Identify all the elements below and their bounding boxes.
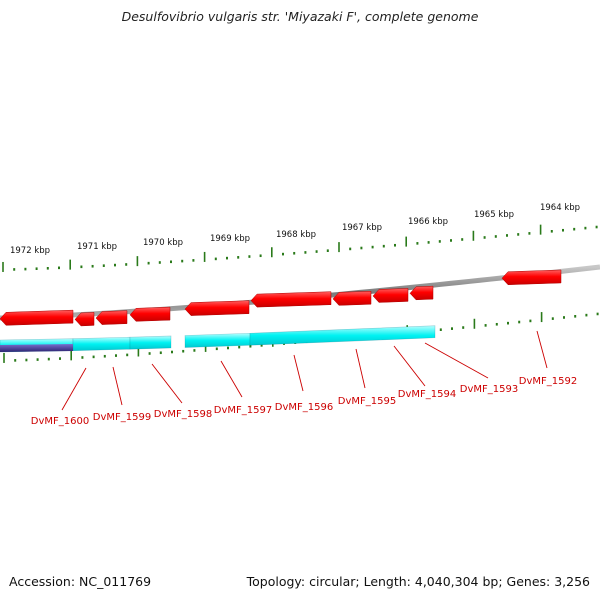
gene-label-dvmf-1595: DvMF_1595 [338, 396, 396, 407]
scale-label: 1969 kbp [210, 234, 250, 244]
reverse-gene-arrow [501, 269, 562, 285]
forward-gene-block [184, 332, 251, 348]
scale-label-layer: 1972 kbp 1971 kbp 1970 kbp 1969 kbp 1968 kbp… [10, 203, 580, 256]
reverse-gene-arrow [184, 300, 250, 316]
gene-leader-line [151, 363, 183, 404]
gene-label-dvmf-1594: DvMF_1594 [398, 389, 456, 400]
gene-leader-line [61, 367, 87, 411]
gene-label-dvmf-1593: DvMF_1593 [460, 384, 518, 395]
gene-leader-line [293, 354, 304, 392]
reverse-gene-arrow [250, 291, 332, 308]
contig-bar [0, 344, 73, 352]
genome-info-text: Topology: circular; Length: 4,040,304 bp… [246, 574, 590, 589]
reverse-gene-arrow [409, 285, 434, 301]
gene-leader-line [220, 360, 243, 398]
scale-label: 1971 kbp [77, 242, 117, 252]
gene-label-dvmf-1596: DvMF_1596 [275, 402, 333, 413]
reverse-gene-arrow [129, 306, 171, 322]
gene-leader-line [536, 330, 548, 369]
gene-leader-line [355, 348, 366, 389]
forward-gene-block [72, 336, 131, 352]
gene-layer [0, 269, 562, 353]
gene-leader-line [112, 366, 123, 406]
forward-gene-block [249, 325, 436, 346]
gene-label-dvmf-1599: DvMF_1599 [93, 412, 151, 423]
scale-label: 1965 kbp [474, 210, 514, 220]
gene-leader-line [393, 345, 426, 387]
gene-label-dvmf-1600: DvMF_1600 [31, 416, 89, 427]
scale-label: 1964 kbp [540, 203, 580, 213]
map-title: Desulfovibrio vulgaris str. 'Miyazaki F'… [121, 9, 479, 24]
scale-label: 1972 kbp [10, 246, 50, 256]
scale-label: 1966 kbp [408, 217, 448, 227]
scale-label: 1968 kbp [276, 230, 316, 240]
forward-gene-block [129, 335, 172, 350]
gene-label-layer: DvMF_1600 DvMF_1599 DvMF_1598 DvMF_1597 DvMF… [31, 330, 577, 427]
accession-text: Accession: NC_011769 [9, 574, 152, 589]
scale-label: 1970 kbp [143, 238, 183, 248]
reverse-gene-arrow [74, 312, 95, 327]
gene-leader-line [424, 342, 489, 379]
reverse-gene-arrow [332, 290, 372, 306]
gene-label-dvmf-1592: DvMF_1592 [519, 376, 577, 387]
reverse-gene-arrow [372, 288, 409, 303]
scale-label: 1967 kbp [342, 223, 382, 233]
gene-label-dvmf-1597: DvMF_1597 [214, 405, 272, 416]
reverse-gene-arrow [0, 309, 74, 326]
reverse-gene-arrow [95, 310, 128, 325]
gene-label-dvmf-1598: DvMF_1598 [154, 409, 212, 420]
